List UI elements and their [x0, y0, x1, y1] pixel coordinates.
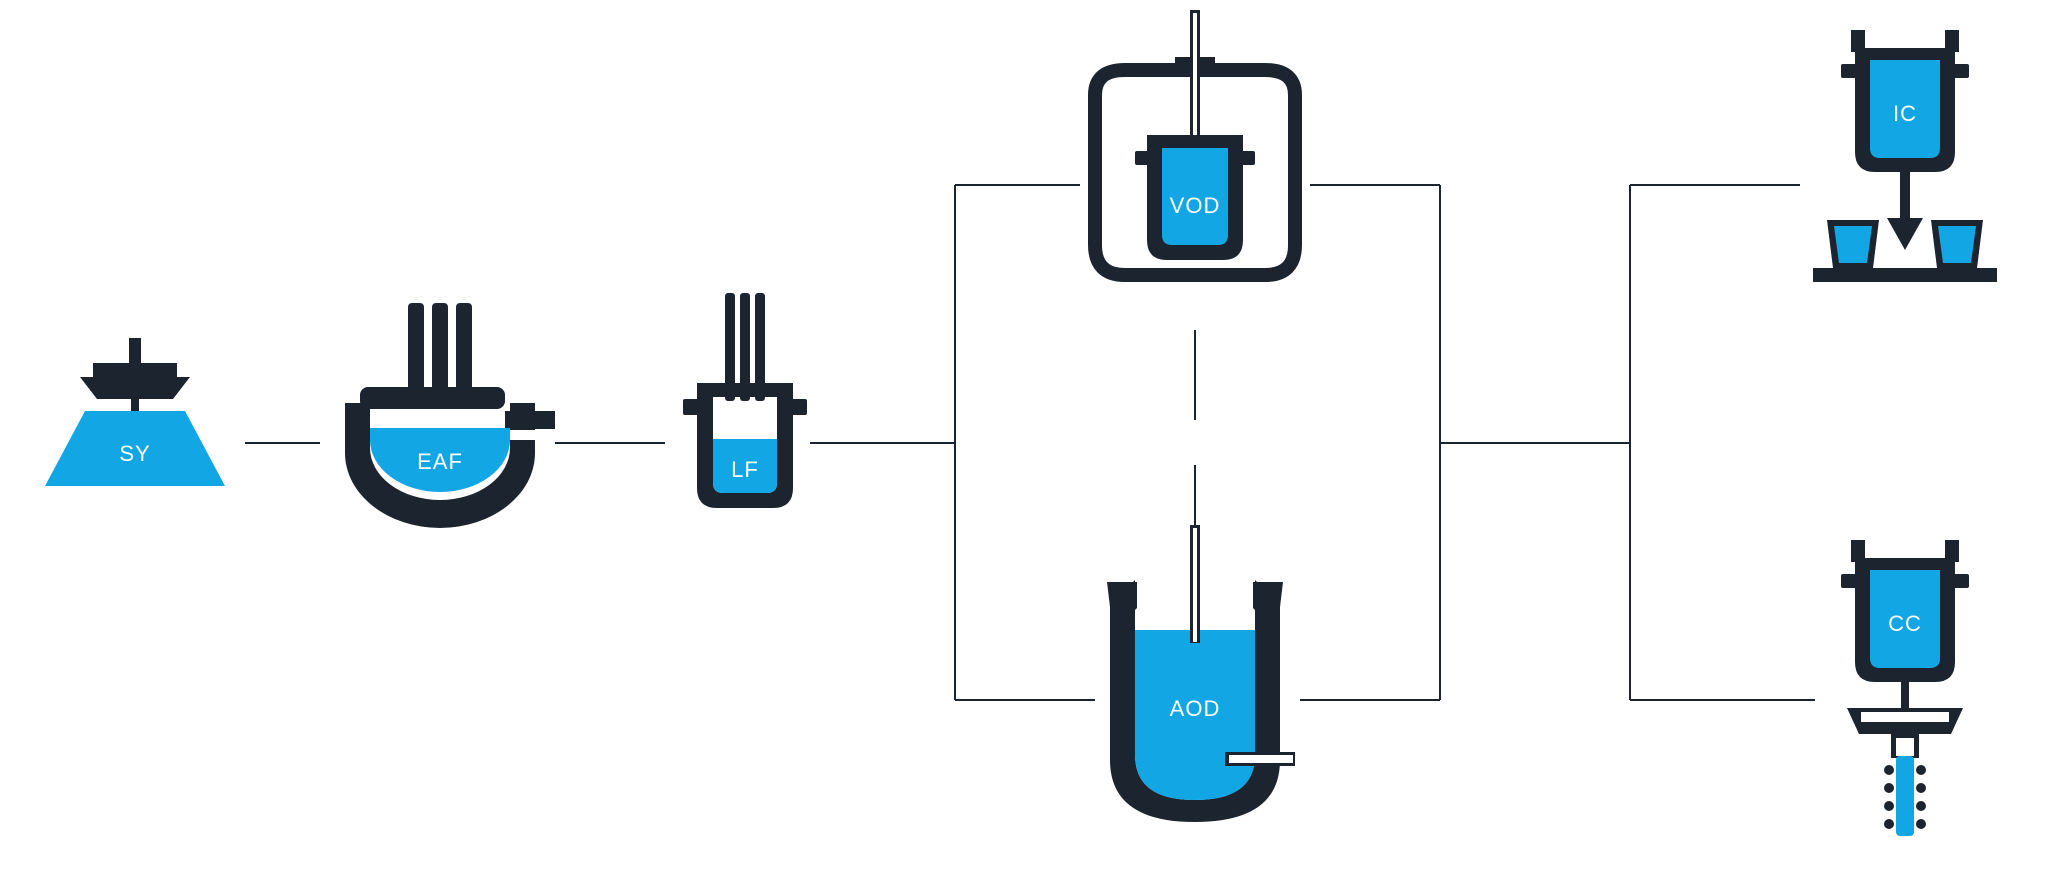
- node-cc-label: CC: [1888, 611, 1922, 636]
- node-lf-label: LF: [731, 457, 759, 482]
- node-eaf: EAF: [345, 303, 555, 528]
- node-sy-label: SY: [119, 441, 150, 466]
- node-sy: SY: [45, 338, 225, 486]
- node-aod-label: AOD: [1170, 696, 1221, 721]
- node-vod-label: VOD: [1170, 193, 1221, 218]
- node-lf: LF: [683, 293, 807, 508]
- node-cc: CC: [1841, 540, 1969, 836]
- node-ic-label: IC: [1893, 101, 1917, 126]
- node-eaf-label: EAF: [417, 449, 463, 474]
- node-aod: AOD: [1107, 525, 1295, 822]
- process-flow-diagram: SY EAF LF: [0, 0, 2058, 887]
- node-vod: VOD: [1095, 10, 1295, 275]
- node-ic: IC: [1813, 30, 1997, 282]
